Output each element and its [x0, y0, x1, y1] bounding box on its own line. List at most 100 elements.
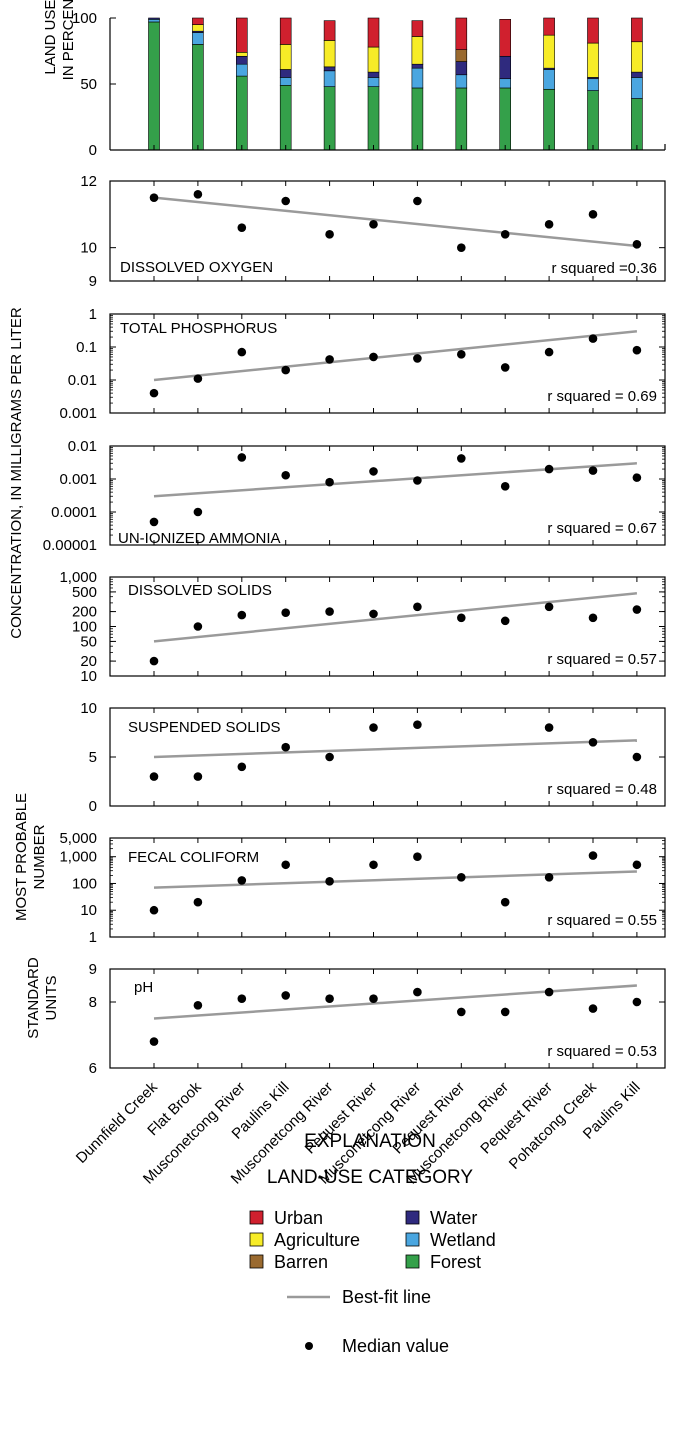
median-point — [632, 240, 642, 249]
y-tick-label: 1,000 — [59, 569, 97, 586]
bar-segment-wetland — [279, 77, 292, 86]
bar-segment-agriculture — [631, 41, 643, 73]
bar-segment-urban — [587, 17, 599, 44]
median-point — [281, 742, 291, 752]
plot-frame — [109, 445, 666, 546]
y-tick-label: 10 — [80, 700, 97, 717]
bar-segment-forest — [631, 98, 643, 151]
bar-segment-urban — [279, 17, 292, 45]
median-point — [457, 454, 466, 463]
bar-segment-urban — [236, 17, 248, 53]
y-tick-label: 10 — [80, 240, 97, 257]
bar-segment-water — [236, 55, 248, 65]
median-point — [325, 230, 334, 239]
median-point — [413, 987, 422, 997]
concentration-axis-label: CONCENTRATION, IN MILLIGRAMS PER LITER — [8, 307, 25, 639]
bar-segment-agriculture — [543, 34, 555, 69]
r-squared-annotation: r squared = 0.55 — [547, 912, 657, 929]
median-point — [500, 230, 510, 239]
explanation-title: EXPLANATION — [304, 1131, 436, 1152]
bar-segment-forest — [148, 21, 160, 151]
median-point — [193, 772, 203, 781]
y-tick-label: 200 — [72, 604, 97, 621]
legend-label-barren: Barren — [274, 1252, 328, 1272]
y-tick-label: 100 — [72, 875, 97, 892]
r-squared-annotation: r squared =0.36 — [552, 260, 658, 277]
bar-segment-wetland — [367, 77, 380, 87]
legend-label-agriculture: Agriculture — [274, 1230, 360, 1250]
bar-segment-forest — [587, 90, 599, 151]
bar-segment-forest — [279, 85, 292, 151]
scatter-panel-1: 9 10 12 DISSOLVED OXYGEN r squared =0.36 — [80, 173, 666, 290]
legend-swatch-water — [405, 1210, 420, 1225]
bar-segment-wetland — [631, 77, 643, 99]
legend-swatch-wetland — [405, 1232, 420, 1247]
bar-segment-forest — [499, 87, 512, 151]
median-point — [544, 987, 554, 997]
median-point — [500, 897, 510, 907]
median-point — [149, 656, 159, 666]
plot-frame — [109, 180, 666, 282]
panel-title: SUSPENDED SOLIDS — [128, 719, 281, 736]
scatter-panel-2: 0.001 0.01 0.1 1 TOTAL PHOSPHORUS r squared =… — [59, 306, 666, 422]
y-tick-label: 1 — [89, 306, 97, 323]
legend-swatch-barren — [249, 1254, 264, 1269]
bar-segment-water — [455, 61, 468, 76]
median-point — [457, 243, 466, 252]
median-point — [632, 997, 642, 1007]
bar-segment-water — [499, 55, 512, 80]
median-point — [413, 852, 422, 862]
bar-segment-urban — [543, 17, 555, 36]
median-point — [325, 752, 334, 762]
median-point — [413, 602, 422, 612]
median-point — [544, 347, 554, 357]
panel-title: FECAL COLIFORM — [128, 849, 259, 866]
median-point — [281, 365, 291, 375]
median-point — [281, 470, 291, 480]
bar-segment-agriculture — [236, 52, 248, 57]
plot-frame — [109, 968, 666, 1069]
bar-segment-forest — [543, 88, 555, 151]
y-tick-label: 12 — [80, 173, 97, 190]
bar-segment-water — [148, 17, 160, 20]
bar-segment-wetland — [148, 19, 160, 23]
median-point — [500, 363, 510, 372]
explanation: EXPLANATION LAND-USE CATEGORY Urban Water… — [249, 1131, 496, 1356]
median-point — [149, 517, 159, 527]
y-tick-label: 50 — [80, 633, 97, 650]
y-tick-label: 100 — [72, 619, 97, 636]
median-point — [457, 350, 466, 359]
bar-segment-urban — [367, 17, 380, 48]
panel-title: DISSOLVED OXYGEN — [120, 259, 273, 276]
bar-segment-urban — [499, 19, 512, 57]
bar-segment-wetland — [323, 70, 336, 87]
y-tick-label: 50 — [80, 76, 97, 93]
median-point — [369, 220, 378, 229]
bar-segment-water — [323, 66, 336, 72]
y-tick-label: 0.001 — [59, 405, 97, 422]
median-point — [369, 352, 378, 362]
median-point — [544, 464, 554, 474]
median-point — [544, 220, 554, 229]
bar-segment-forest — [367, 86, 380, 151]
legend-label-wetland: Wetland — [430, 1230, 496, 1250]
median-point — [325, 355, 334, 364]
bar-segment-forest — [411, 87, 424, 151]
median-point — [500, 1007, 510, 1017]
y-tick-label: 20 — [80, 653, 97, 670]
bar-segment-wetland — [236, 63, 248, 77]
bar-segment-forest — [455, 87, 468, 151]
scatter-panel-6: 1 10 100 1,000 5,000 FECAL COLIFORM r squared … — [59, 830, 666, 946]
y-tick-label: 0.001 — [59, 471, 97, 488]
median-point — [237, 610, 247, 620]
median-point — [325, 877, 334, 886]
median-point — [588, 738, 598, 747]
median-point — [193, 897, 203, 907]
legend-swatch-agriculture — [249, 1232, 264, 1247]
best-fit-line — [153, 462, 637, 498]
r-squared-annotation: r squared = 0.57 — [547, 651, 657, 668]
bar-segment-agriculture — [411, 36, 424, 65]
median-point — [544, 723, 554, 732]
best-fit-line — [153, 870, 637, 889]
